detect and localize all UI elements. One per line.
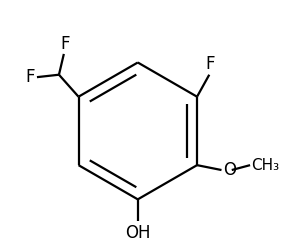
Text: F: F <box>60 35 70 53</box>
Text: CH₃: CH₃ <box>251 158 279 173</box>
Text: F: F <box>206 56 215 73</box>
Text: OH: OH <box>125 224 151 242</box>
Text: O: O <box>223 161 236 179</box>
Text: F: F <box>25 68 34 86</box>
